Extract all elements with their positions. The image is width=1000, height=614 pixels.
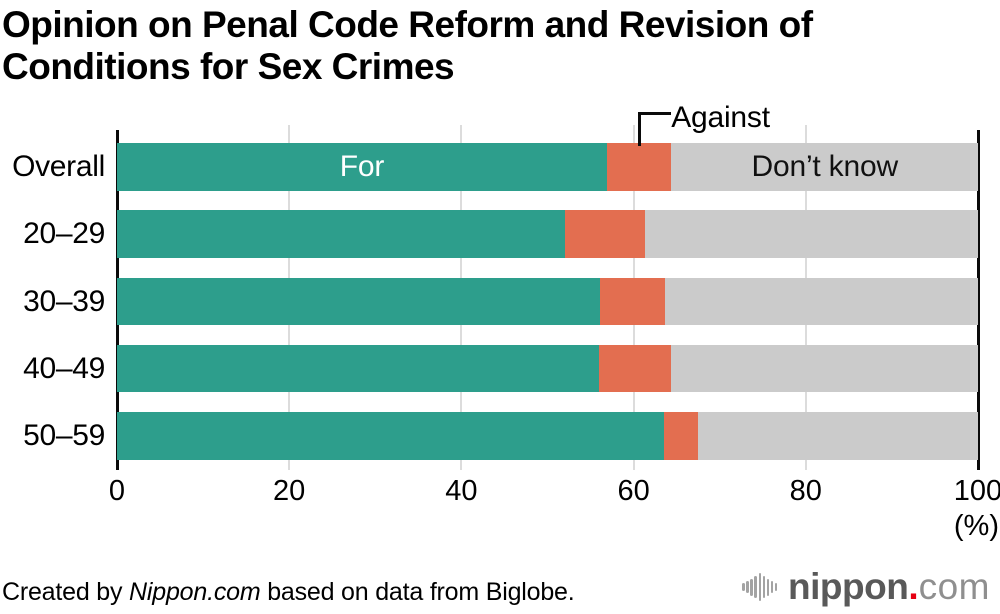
bar-segment-for [117,210,565,258]
logo-name: nippon [788,566,909,607]
chart-title-line1: Opinion on Penal Code Reform and Revisio… [2,4,813,45]
nippon-logo: nippon . com [742,564,990,610]
waveform-bar [770,581,774,593]
bar-segment-dont-know [698,412,978,460]
against-callout-label: Against [671,101,770,134]
bar-segment-against [663,412,699,460]
x-axis-unit-label: (%) [953,510,999,542]
category-label: 50–59 [23,419,105,453]
bar-segment-dont-know [644,210,978,258]
bar-segment-dont-know [671,344,978,393]
bar-row: For Don’t know [117,143,978,191]
bar-segment-dont-know [665,277,978,326]
category-label: Overall [12,150,105,183]
credit-prefix: Created by [2,578,130,606]
waveform-bar [758,573,762,601]
bar-row [117,344,978,393]
x-tick-label: 0 [108,475,126,507]
waveform-bar [750,578,753,596]
x-tick-label: 20 [273,475,306,507]
bar-row [117,210,978,258]
x-tick-label: 60 [617,475,650,507]
bar-row [117,277,978,326]
waveform-bar [762,576,766,598]
bar-row [117,412,978,460]
logo-dot: . [908,566,919,607]
chart-title: Opinion on Penal Code Reform and Revisio… [2,4,972,88]
waveform-icon [742,573,779,601]
category-label: 40–49 [23,351,105,385]
x-tick-label: 100 [953,475,1000,507]
waveform-bar [766,578,770,596]
x-tick-label: 40 [445,475,478,507]
chart-title-line2: Conditions for Sex Crimes [2,46,455,87]
bar-segment-against [564,210,645,258]
bar-segment-against [606,143,672,191]
waveform-bar [742,583,745,591]
waveform-bar [754,576,757,598]
series-label-for: For [339,149,385,183]
plot-area: 0 20 40 60 80 100 (%) For Don’t know [109,125,1000,542]
bar-segment-for [117,344,600,393]
series-label-dont-know: Don’t know [751,149,899,183]
waveform-bar [774,583,778,591]
category-label: 30–39 [23,284,105,318]
credit-source: Nippon.com [129,578,261,606]
bar-segment-for: For [117,143,607,191]
category-axis: Overall 20–29 30–39 40–49 50–59 [0,128,105,460]
bar-segment-against [599,344,672,393]
axis-frame-line [976,130,980,470]
credit-line: Created by Nippon.com based on data from… [2,578,575,607]
bar-segment-against [600,277,666,326]
category-label: 20–29 [23,217,105,251]
nippon-wordmark: nippon . com [788,564,990,610]
bar-segment-for [117,277,601,326]
credit-suffix: based on data from Biglobe. [260,578,575,606]
x-tick-label: 80 [789,475,822,507]
logo-tld: com [918,566,990,607]
against-callout-line [637,112,671,146]
bar-segment-for [117,412,664,460]
bar-segment-dont-know: Don’t know [671,143,978,191]
waveform-bar [746,581,749,593]
